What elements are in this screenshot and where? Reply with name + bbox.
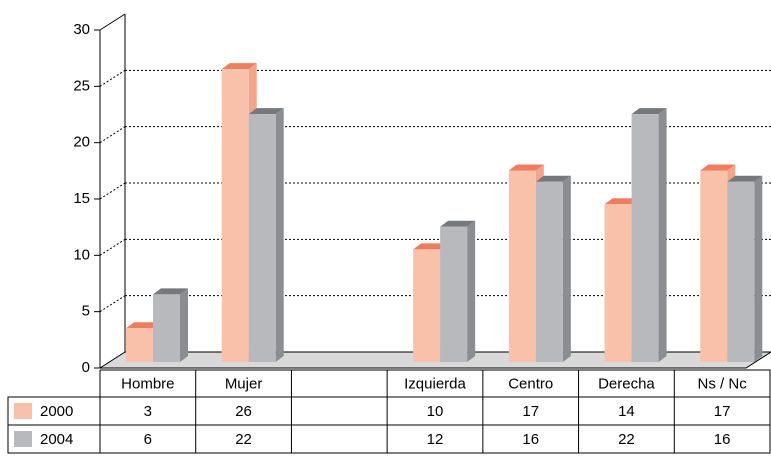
bar-front	[126, 328, 153, 362]
bar-front	[221, 69, 249, 363]
bar-top	[727, 175, 763, 182]
legend-swatch	[14, 403, 32, 419]
y-tick-label: 30	[73, 21, 90, 38]
bar-top	[248, 108, 284, 115]
grid-line	[99, 295, 126, 313]
grid-line	[99, 238, 126, 256]
value-label: 17	[522, 403, 539, 420]
value-label: 12	[427, 431, 444, 448]
bar-side	[658, 108, 667, 362]
bar	[248, 108, 284, 362]
table-border	[7, 369, 771, 454]
value-label: 26	[235, 403, 252, 420]
bar-side	[275, 108, 284, 362]
x-tick-label: Hombre	[121, 375, 174, 392]
grid-line	[99, 69, 126, 87]
bar-front	[440, 226, 468, 362]
bar	[153, 288, 188, 362]
bar-top	[440, 220, 476, 227]
bar-side	[180, 288, 188, 362]
legend-label: 2004	[40, 431, 73, 448]
bar-front	[535, 181, 563, 362]
bar-front	[727, 181, 755, 362]
value-label: 3	[144, 403, 152, 420]
value-label: 22	[235, 431, 252, 448]
x-tick-label: Ns / Nc	[698, 375, 748, 392]
value-label: 6	[144, 431, 152, 448]
legend-label: 2000	[40, 403, 73, 420]
y-tick-label: 15	[73, 190, 90, 207]
value-label: 16	[714, 431, 731, 448]
x-tick-label: Mujer	[225, 375, 263, 392]
bar-top	[700, 164, 736, 171]
bar-top	[535, 175, 571, 182]
y-tick-label: 20	[73, 134, 90, 151]
bar-top	[631, 108, 667, 115]
x-tick-label: Derecha	[598, 375, 655, 392]
x-tick-label: Centro	[508, 375, 553, 392]
grid-line	[99, 126, 126, 144]
bar-top	[126, 322, 161, 329]
x-tick-label: Izquierda	[404, 375, 466, 392]
bar-top	[221, 63, 257, 70]
value-label: 14	[618, 403, 635, 420]
bar-front	[631, 114, 659, 362]
y-tick-label: 5	[82, 303, 90, 320]
y-side	[99, 13, 126, 31]
grid-line	[99, 182, 126, 200]
bar	[631, 108, 667, 362]
y-tick-label: 10	[73, 246, 90, 263]
value-label: 10	[427, 403, 444, 420]
bar	[535, 175, 571, 362]
bar-side	[467, 220, 476, 362]
bar-side	[754, 175, 763, 362]
bar-front	[508, 170, 536, 362]
bar-front	[700, 170, 728, 362]
bar-top	[604, 198, 640, 205]
y-tick-label: 25	[73, 77, 90, 94]
bar-top	[153, 288, 188, 295]
bar	[440, 220, 476, 362]
bar-top	[413, 243, 449, 250]
bar-front	[413, 249, 441, 362]
bar-front	[153, 294, 180, 362]
bar-front	[604, 204, 632, 362]
bar-top	[508, 164, 544, 171]
value-label: 17	[714, 403, 731, 420]
bar	[727, 175, 763, 362]
value-label: 16	[522, 431, 539, 448]
bar-front	[248, 114, 276, 362]
value-label: 22	[618, 431, 635, 448]
y-tick-label: 0	[82, 359, 90, 376]
legend-swatch	[14, 431, 32, 447]
bar-side	[562, 175, 571, 362]
